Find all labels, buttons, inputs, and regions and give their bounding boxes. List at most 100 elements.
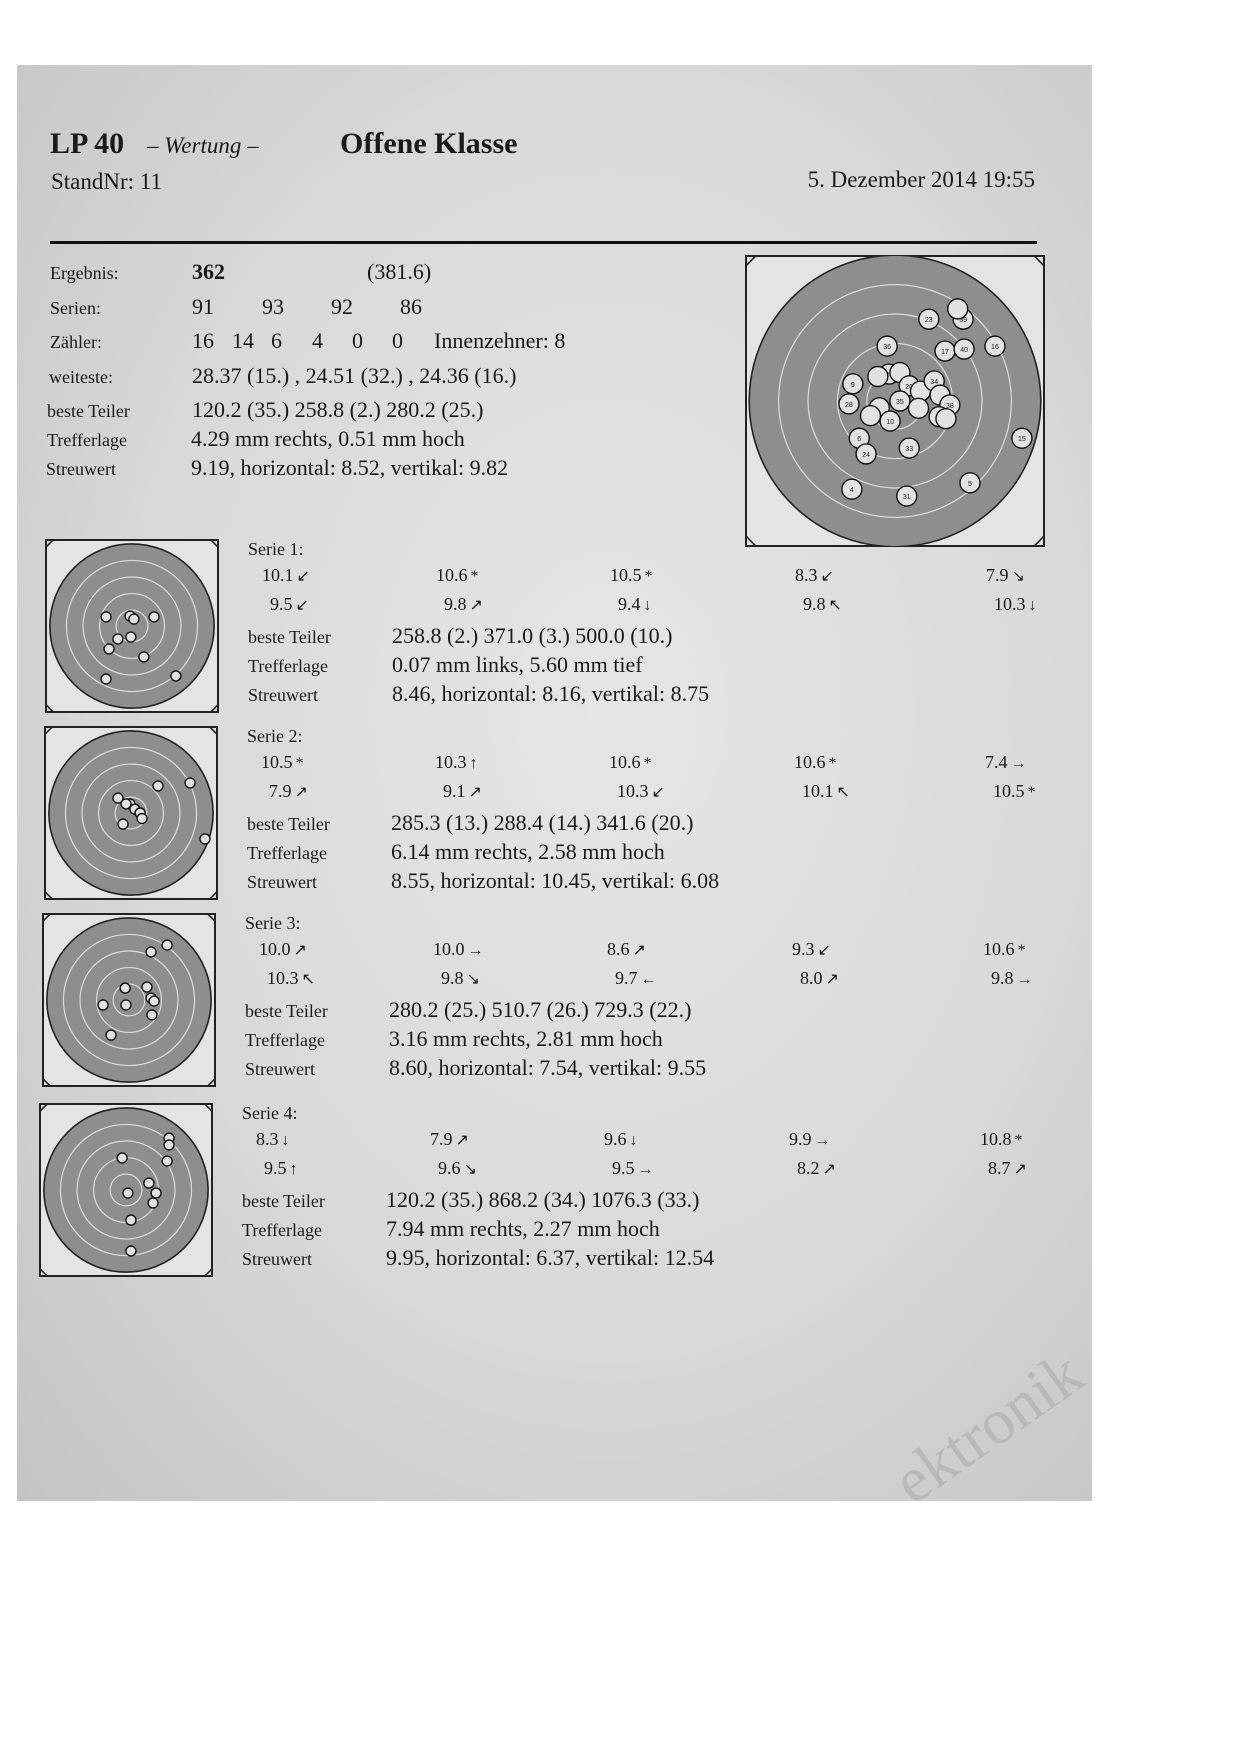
shot-value: 9.8 bbox=[441, 968, 464, 988]
score-sheet: LP 40 – Wertung – Offene Klasse StandNr:… bbox=[17, 65, 1092, 1501]
inner-ten-marker-icon: * bbox=[1027, 784, 1036, 801]
shot-score: 8.3 ↓ bbox=[256, 1129, 290, 1150]
inner-ten-marker-icon: * bbox=[644, 568, 653, 585]
shot-number: 34 bbox=[930, 379, 938, 386]
zaehler-label: Zähler: bbox=[50, 332, 102, 352]
shot-hole bbox=[120, 798, 132, 810]
shot-score: 9.8 ↗ bbox=[444, 594, 483, 615]
shot-number: 35 bbox=[896, 399, 904, 406]
shot-value: 9.6 bbox=[438, 1158, 461, 1178]
shot-hole bbox=[984, 335, 1006, 357]
shot-number: 5 bbox=[968, 481, 972, 488]
shot-value: 10.1 bbox=[802, 781, 834, 801]
zaehler-9: 14 bbox=[232, 328, 254, 353]
shot-hole bbox=[898, 437, 920, 459]
trefferlage-label: Trefferlage bbox=[245, 1030, 325, 1050]
shot-value: 9.6 bbox=[604, 1129, 627, 1149]
shot-number: 10 bbox=[886, 419, 894, 426]
direction-arrow-icon: ↙ bbox=[651, 784, 665, 801]
direction-arrow-icon: ↗ bbox=[825, 971, 839, 988]
shot-number: 38 bbox=[946, 403, 954, 410]
weiteste-label: weiteste: bbox=[49, 367, 113, 387]
direction-arrow-icon: → bbox=[1016, 971, 1033, 988]
shot-value: 9.5 bbox=[270, 594, 293, 614]
shot-number: 28 bbox=[845, 402, 853, 409]
serien-value-4: 86 bbox=[400, 294, 422, 319]
shot-score: 8.3 ↙ bbox=[795, 565, 834, 586]
shot-value: 7.4 bbox=[985, 752, 1008, 772]
shot-value: 10.3 bbox=[267, 968, 299, 988]
direction-arrow-icon: ↗ bbox=[822, 1161, 836, 1178]
shot-number: 26 bbox=[885, 372, 893, 379]
shot-number: 36 bbox=[883, 344, 891, 351]
shot-score: 7.9 ↗ bbox=[430, 1129, 469, 1150]
serien-value-1: 91 bbox=[192, 294, 214, 319]
teiler-value: 285.3 (13.) 288.4 (14.) 341.6 (20.) bbox=[391, 810, 694, 835]
trefferlage-label: Trefferlage bbox=[242, 1220, 322, 1240]
ergebnis-value: 362 bbox=[192, 259, 225, 284]
shot-value: 10.3 bbox=[617, 781, 649, 801]
streuwert-label: Streuwert bbox=[247, 872, 317, 892]
ring-10 bbox=[114, 796, 148, 830]
shot-score: 9.6 ↓ bbox=[604, 1129, 638, 1150]
discipline-title: LP 40 bbox=[50, 127, 125, 160]
shot-hole bbox=[935, 407, 957, 430]
shot-value: 10.5 bbox=[993, 781, 1025, 801]
shot-number: 15 bbox=[1018, 436, 1026, 443]
inner-ten-marker-icon: * bbox=[828, 755, 837, 772]
shot-hole bbox=[138, 651, 150, 663]
zaehler-6: 0 bbox=[352, 328, 363, 353]
shot-score: 9.8 ↖ bbox=[803, 594, 842, 615]
streuwert-label: Streuwert bbox=[245, 1059, 315, 1079]
ring-9 bbox=[97, 779, 165, 847]
shot-hole bbox=[163, 1139, 175, 1151]
shot-score: 10.6 * bbox=[983, 939, 1026, 960]
shot-hole bbox=[97, 999, 109, 1011]
shot-hole bbox=[141, 981, 153, 993]
shot-value: 9.1 bbox=[443, 781, 466, 801]
shot-number: 17 bbox=[941, 349, 949, 356]
direction-arrow-icon: ↙ bbox=[296, 568, 310, 585]
ring-7 bbox=[64, 746, 198, 880]
shot-score: 10.6 * bbox=[794, 752, 837, 773]
inner-ten-marker-icon: * bbox=[643, 755, 652, 772]
stand-number: StandNr: 11 bbox=[51, 169, 162, 194]
shot-score: 7.4 → bbox=[985, 752, 1027, 773]
shot-hole bbox=[119, 982, 131, 994]
series-label: Serie 2: bbox=[247, 726, 303, 746]
ring-7 bbox=[778, 284, 1012, 518]
shot-value: 10.6 bbox=[983, 939, 1015, 959]
shot-score: 10.6 * bbox=[436, 565, 479, 586]
direction-arrow-icon: ↓ bbox=[629, 1132, 638, 1149]
ring-8 bbox=[82, 576, 182, 676]
shot-value: 9.8 bbox=[444, 594, 467, 614]
shot-value: 10.0 bbox=[259, 939, 291, 959]
shot-value: 8.3 bbox=[795, 565, 818, 585]
shot-hole bbox=[147, 1197, 159, 1209]
shot-hole bbox=[116, 1152, 128, 1164]
trefferlage-value: 3.16 mm rechts, 2.81 mm hoch bbox=[389, 1026, 663, 1051]
teiler-value: 280.2 (25.) 510.7 (26.) 729.3 (22.) bbox=[389, 997, 692, 1022]
shot-hole bbox=[838, 393, 860, 415]
shot-score: 9.3 ↙ bbox=[792, 939, 831, 960]
shot-number: 31 bbox=[903, 494, 911, 501]
shot-score: 9.7 ← bbox=[615, 968, 657, 989]
shot-number: 24 bbox=[862, 452, 870, 459]
ring-7 bbox=[62, 933, 196, 1067]
shot-score: 9.8 ↘ bbox=[441, 968, 480, 989]
shot-hole bbox=[953, 338, 975, 360]
ring-8 bbox=[76, 1140, 176, 1240]
shot-value: 7.9 bbox=[986, 565, 1009, 585]
shot-value: 10.5 bbox=[261, 752, 293, 772]
shot-score: 7.9 ↗ bbox=[269, 781, 308, 802]
serien-value-2: 93 bbox=[262, 294, 284, 319]
series-target-diagram bbox=[44, 726, 218, 900]
shot-hole bbox=[842, 373, 864, 395]
overall-target-diagram: 23 39 36 17 40 16 9 28 26 20 34 35 38 10 6 24 33 15 5 4 31 bbox=[745, 255, 1045, 547]
date-time: 5. Dezember 2014 19:55 bbox=[807, 167, 1035, 192]
shot-score: 9.5 → bbox=[612, 1158, 654, 1179]
shot-hole bbox=[152, 780, 164, 792]
direction-arrow-icon: ↑ bbox=[289, 1161, 298, 1178]
direction-arrow-icon: ← bbox=[640, 971, 657, 988]
shot-score: 9.5 ↙ bbox=[270, 594, 309, 615]
